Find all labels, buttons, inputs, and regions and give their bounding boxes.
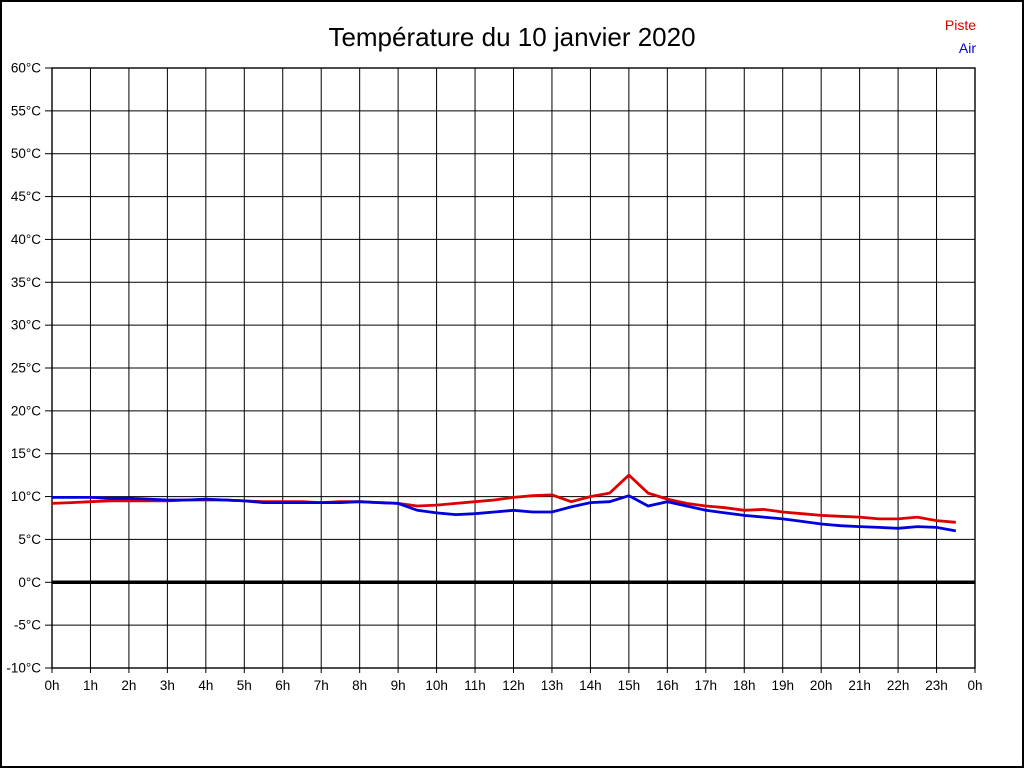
x-tick-label: 18h — [733, 678, 756, 693]
series-line-air — [52, 494, 957, 533]
y-tick-label: 25°C — [11, 361, 41, 376]
y-tick-label: 0°C — [18, 575, 41, 590]
x-tick-label: 23h — [925, 678, 948, 693]
x-tick-label: 2h — [121, 678, 136, 693]
x-tick-label: 19h — [771, 678, 794, 693]
x-tick-label: 10h — [425, 678, 448, 693]
y-tick-label: 40°C — [11, 232, 41, 247]
x-tick-label: 11h — [464, 678, 486, 693]
x-tick-label: 4h — [198, 678, 213, 693]
x-tick-label: 7h — [314, 678, 329, 693]
x-tick-label: 8h — [352, 678, 367, 693]
x-tick-label: 12h — [502, 678, 525, 693]
plot-border — [51, 67, 976, 669]
x-tick-label: 17h — [695, 678, 718, 693]
x-tick-label: 14h — [579, 678, 602, 693]
y-tick-label: 55°C — [11, 103, 41, 118]
x-tick-label: 3h — [160, 678, 175, 693]
y-tick-label: -5°C — [14, 618, 41, 633]
chart-legend: Piste Air — [945, 14, 976, 60]
x-tick-label: 16h — [656, 678, 679, 693]
chart-title: Température du 10 janvier 2020 — [328, 22, 696, 52]
y-tick-label: 35°C — [11, 275, 41, 290]
y-tick-label: 45°C — [11, 189, 41, 204]
x-tick-label: 5h — [237, 678, 252, 693]
x-tick-label: 0h — [967, 678, 982, 693]
legend-item-piste: Piste — [944, 17, 976, 33]
x-tick-label: 20h — [810, 678, 833, 693]
y-tick-label: 60°C — [11, 61, 41, 76]
x-tick-label: 21h — [848, 678, 871, 693]
y-tick-label: 20°C — [11, 403, 41, 418]
x-tick-label: 15h — [618, 678, 641, 693]
y-tick-label: 15°C — [11, 446, 41, 461]
y-tick-label: -10°C — [6, 661, 41, 676]
x-tick-label: 6h — [275, 678, 290, 693]
y-tick-label: 30°C — [11, 318, 41, 333]
x-tick-label: 22h — [887, 678, 910, 693]
x-tick-label: 0h — [44, 678, 59, 693]
y-tick-label: 50°C — [11, 146, 41, 161]
x-tick-label: 9h — [391, 678, 406, 693]
x-tick-label: 13h — [541, 678, 564, 693]
legend-item-air: Air — [958, 40, 976, 56]
y-tick-label: 10°C — [11, 489, 41, 504]
x-tick-label: 1h — [83, 678, 98, 693]
y-tick-label: 5°C — [18, 532, 41, 547]
